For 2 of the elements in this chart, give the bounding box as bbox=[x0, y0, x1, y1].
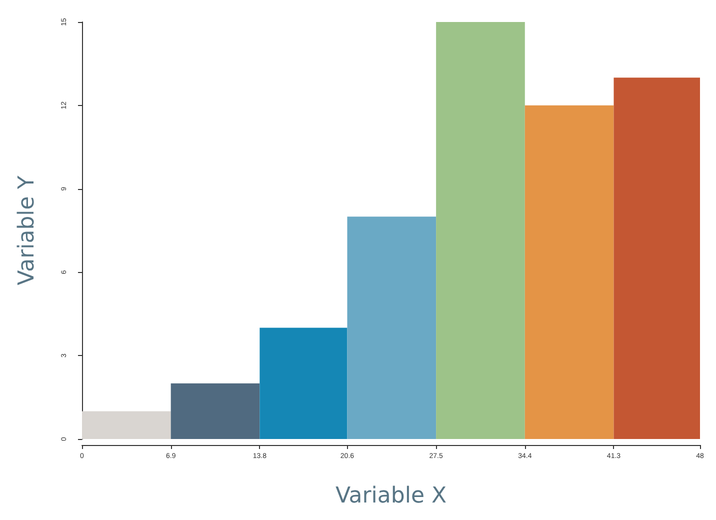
y-axis-title: Variable Y bbox=[14, 175, 40, 286]
x-axis-title: Variable X bbox=[335, 484, 447, 508]
